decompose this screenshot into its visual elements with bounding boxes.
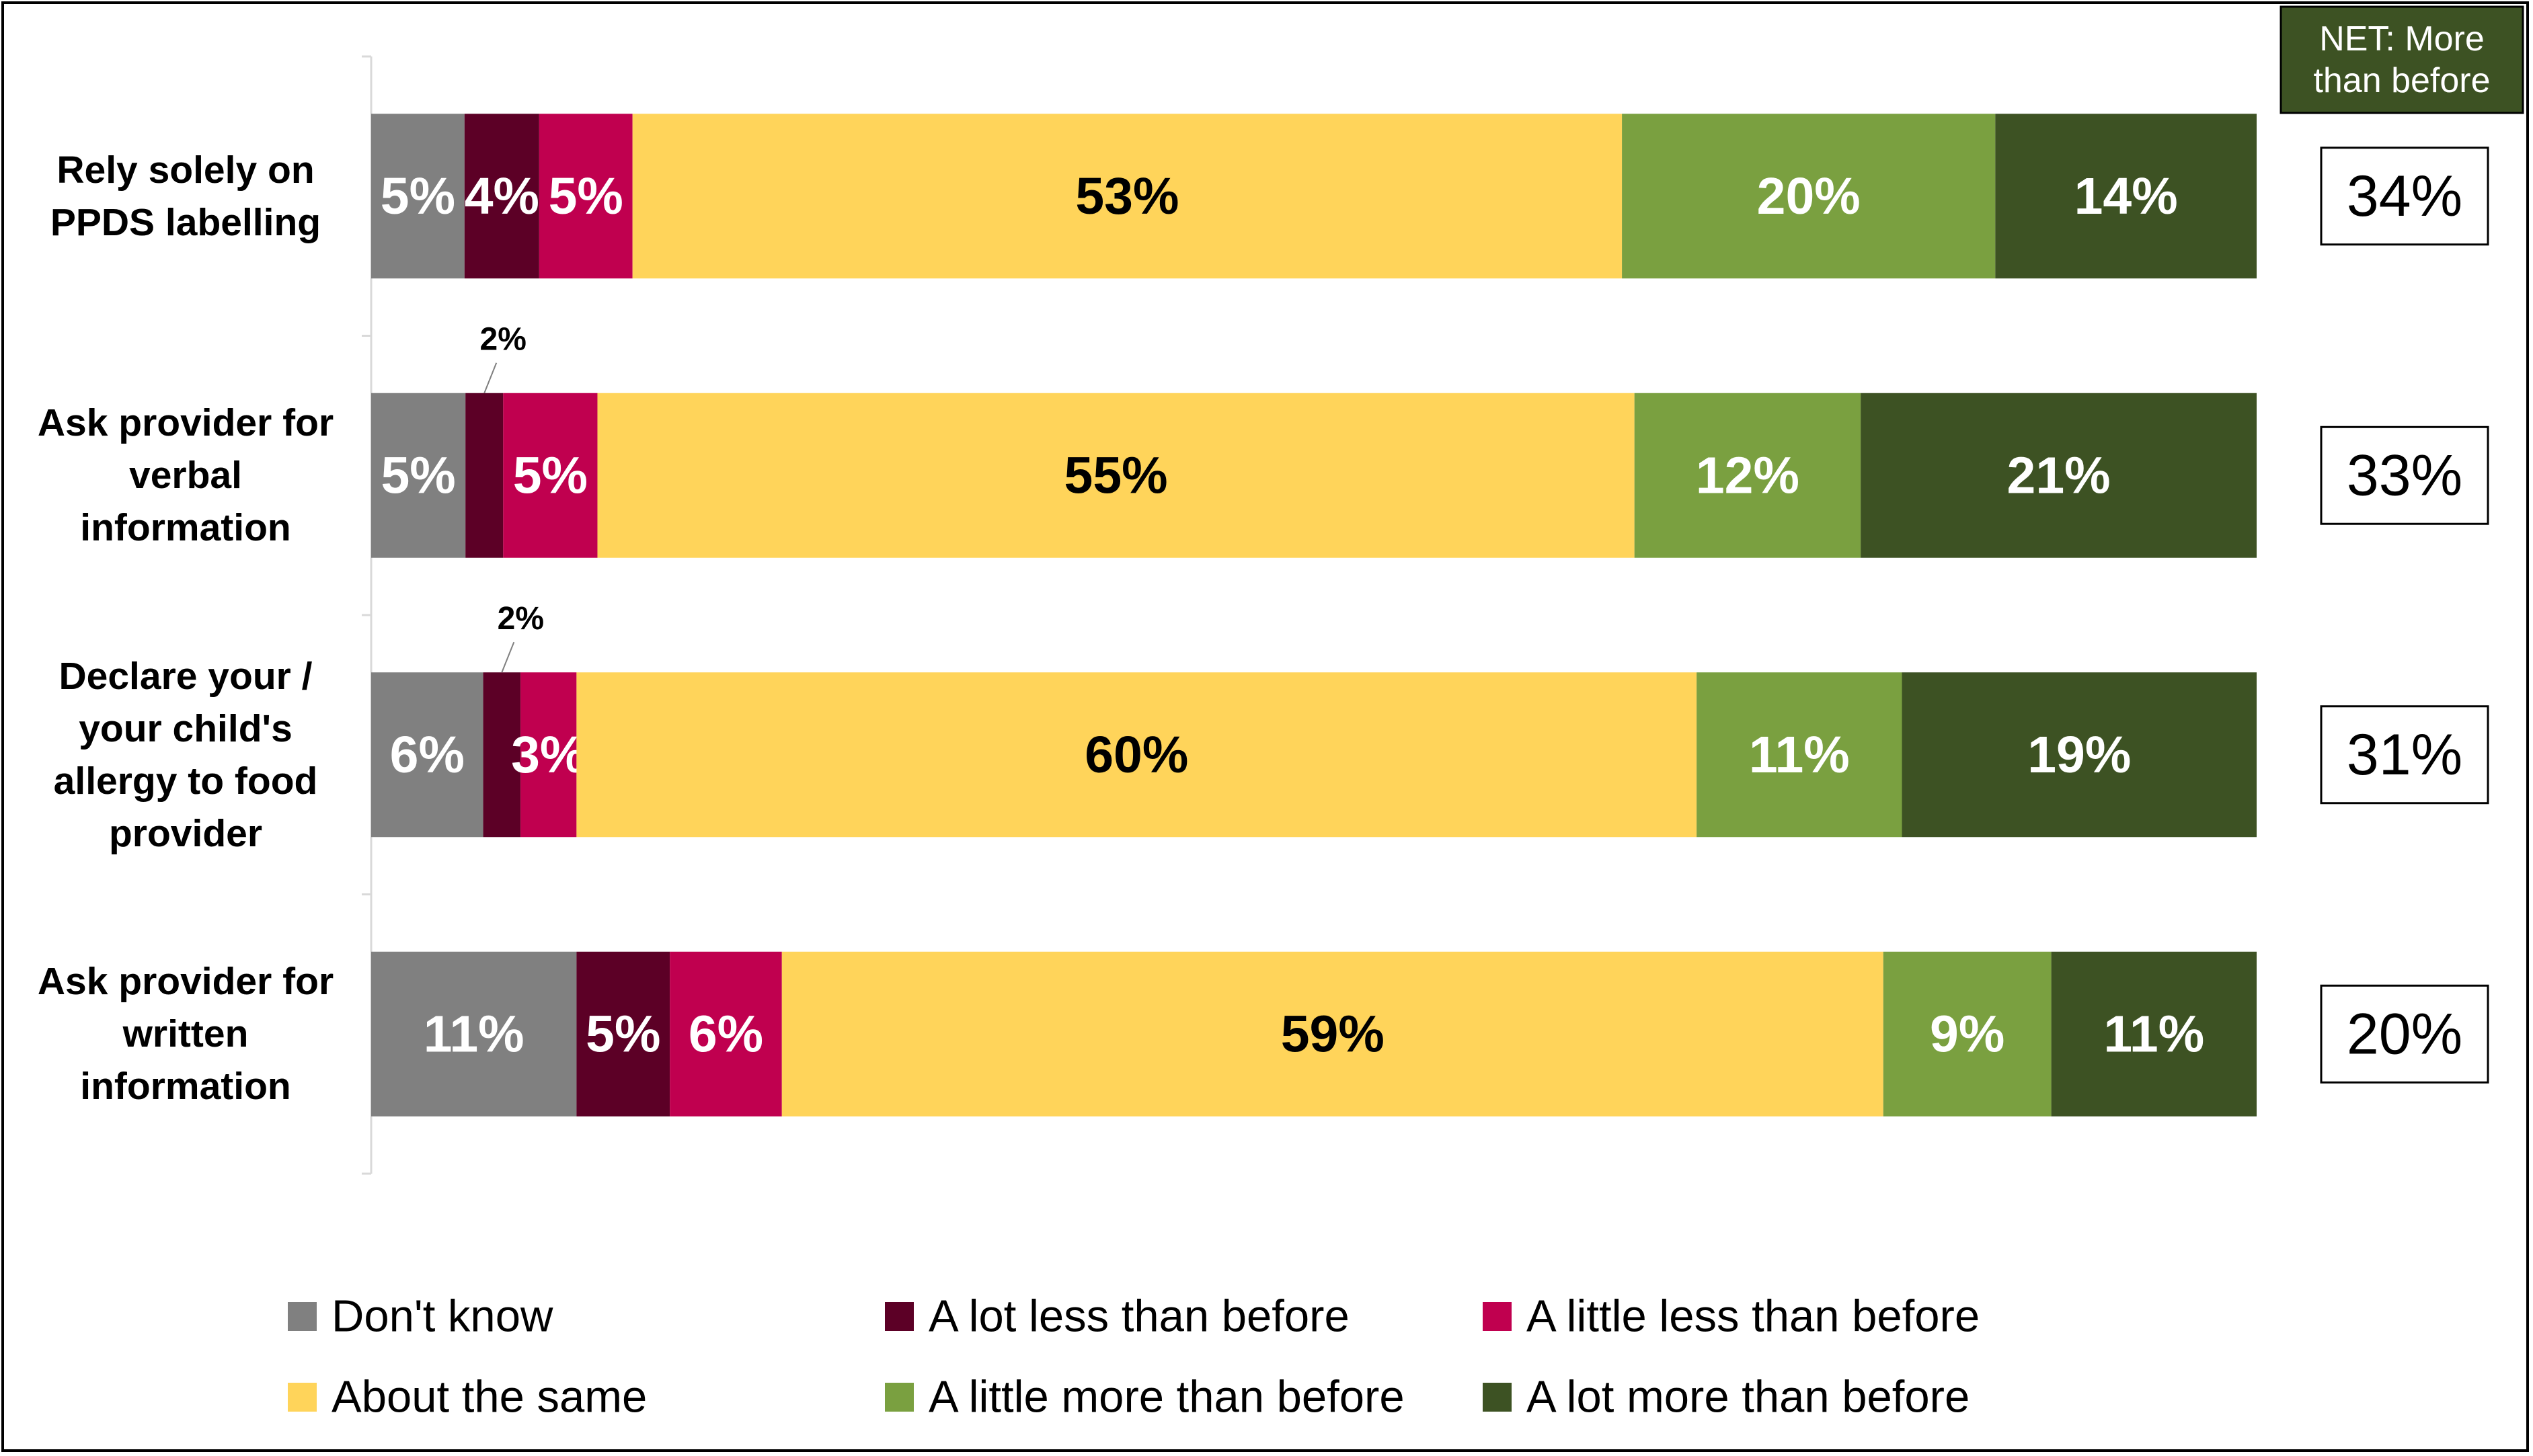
net-header xyxy=(2279,5,2524,114)
category-label: Rely solely on PPDS labelling xyxy=(50,148,321,244)
data-label: 11% xyxy=(424,1005,524,1063)
bar-segment xyxy=(464,114,539,279)
legend-swatch xyxy=(1483,1383,1512,1412)
category-label: Ask provider for written information xyxy=(37,960,334,1108)
data-label: 9% xyxy=(1930,1005,2004,1063)
net-box xyxy=(2320,426,2489,525)
bar-segment xyxy=(1861,393,2257,558)
data-label: 5% xyxy=(549,167,623,225)
bar-segment xyxy=(2051,951,2257,1117)
net-box xyxy=(2320,705,2489,805)
bar-segment xyxy=(483,672,521,838)
legend-swatch xyxy=(288,1302,317,1331)
bar-segment xyxy=(670,951,782,1117)
bar-segment xyxy=(1634,393,1861,558)
bar-segment xyxy=(1883,951,2052,1117)
net-value: 33% xyxy=(2347,443,2462,508)
data-label: 53% xyxy=(1075,167,1179,225)
data-label: 11% xyxy=(1749,726,1850,784)
legend-label: About the same xyxy=(332,1372,647,1422)
legend-label: A little more than before xyxy=(929,1372,1405,1422)
bar-segment xyxy=(1995,114,2257,279)
leader-line xyxy=(483,362,498,394)
net-box xyxy=(2320,147,2489,246)
data-label: 19% xyxy=(2027,726,2131,784)
bar-segment xyxy=(781,951,1883,1117)
data-label: 2% xyxy=(480,321,527,357)
data-label: 5% xyxy=(381,167,455,225)
data-label: 59% xyxy=(1281,1005,1385,1063)
legend-label: Don't know xyxy=(332,1291,553,1342)
data-label: 14% xyxy=(2074,167,2178,225)
leader-line xyxy=(501,641,515,673)
legend-label: A lot more than before xyxy=(1526,1372,1970,1422)
category-label: Declare your / your child's allergy to f… xyxy=(53,654,318,855)
bar-segment xyxy=(576,951,670,1117)
legend-swatch xyxy=(885,1383,914,1412)
bar-segment xyxy=(1902,672,2257,838)
bar-segment xyxy=(576,672,1697,838)
bar-segment xyxy=(597,393,1635,558)
category-label: Ask provider for verbal information xyxy=(37,401,334,550)
data-label: 2% xyxy=(498,601,544,637)
data-label: 5% xyxy=(586,1005,660,1063)
legend-label: A little less than before xyxy=(1526,1291,1980,1342)
bar-segment xyxy=(371,393,466,558)
data-label: 60% xyxy=(1085,726,1188,784)
data-label: 5% xyxy=(513,446,588,504)
legend-swatch xyxy=(288,1383,317,1412)
net-box xyxy=(2320,984,2489,1084)
legend-swatch xyxy=(1483,1302,1512,1331)
data-label: 4% xyxy=(465,167,539,225)
bar-segment xyxy=(503,393,598,558)
bar-segment xyxy=(1622,114,1996,279)
net-title: NET: More than before xyxy=(2313,19,2491,100)
net-value: 20% xyxy=(2347,1002,2462,1066)
bar-segment xyxy=(520,672,577,838)
bar-segment xyxy=(371,951,577,1117)
bar-segment xyxy=(465,393,504,558)
data-label: 6% xyxy=(390,726,465,784)
bar-segment xyxy=(371,672,483,838)
data-label: 6% xyxy=(689,1005,763,1063)
bar-segment xyxy=(371,114,465,279)
net-value: 34% xyxy=(2347,164,2462,229)
legend-label: A lot less than before xyxy=(929,1291,1350,1342)
data-label: 20% xyxy=(1757,167,1861,225)
bar-segment xyxy=(1697,672,1902,838)
bar-segment xyxy=(539,114,633,279)
data-label: 3% xyxy=(511,726,586,784)
bar-segment xyxy=(632,114,1623,279)
data-label: 21% xyxy=(2007,446,2111,504)
legend-swatch xyxy=(885,1302,914,1331)
data-label: 11% xyxy=(2103,1005,2204,1063)
data-label: 12% xyxy=(1696,446,1799,504)
data-label: 55% xyxy=(1064,446,1168,504)
net-value: 31% xyxy=(2347,723,2462,787)
data-label: 5% xyxy=(381,446,455,504)
